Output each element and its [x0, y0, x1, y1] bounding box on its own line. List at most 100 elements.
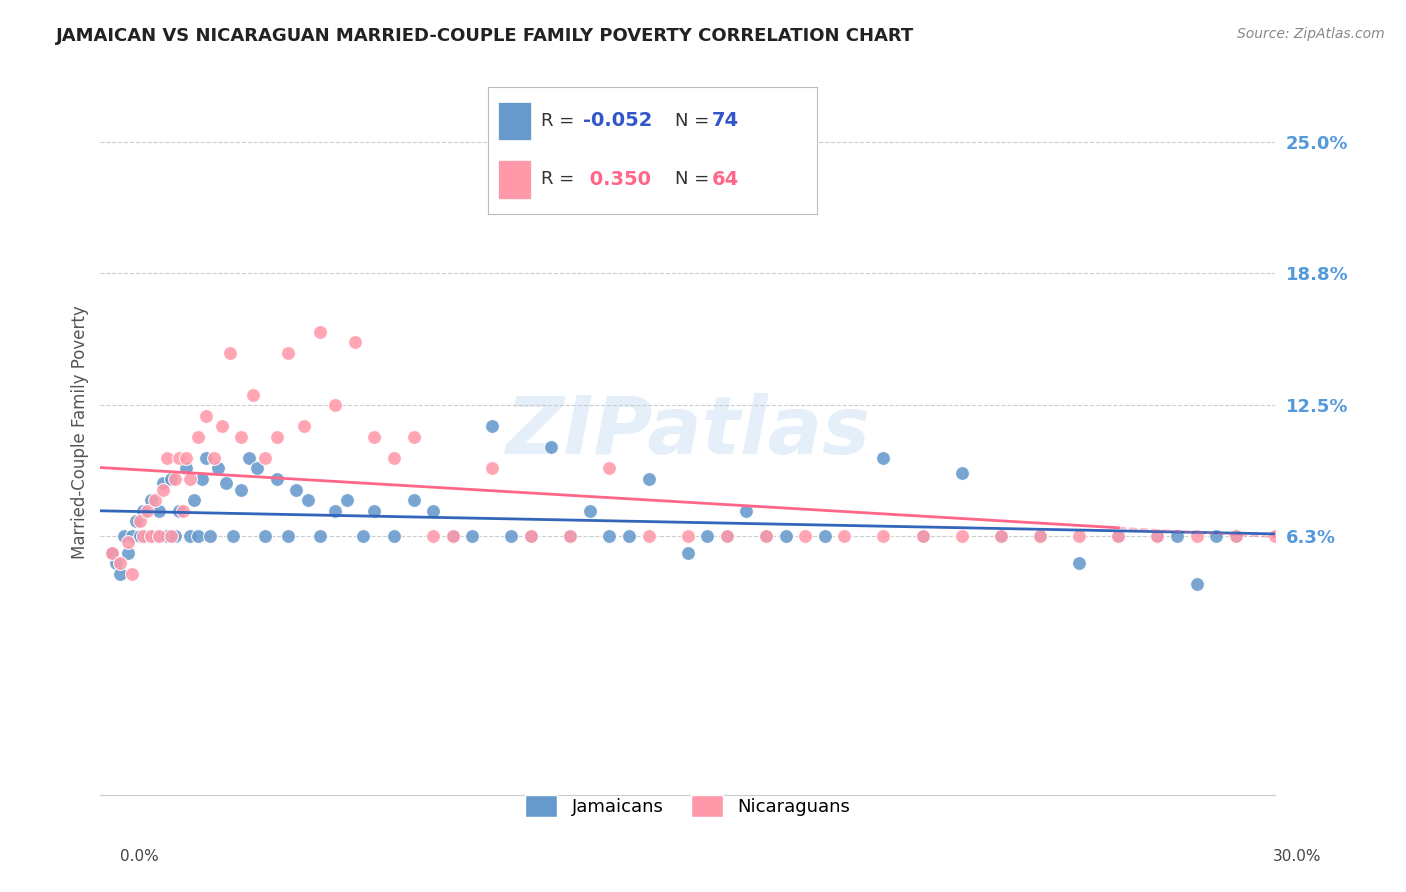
- Point: [101, 546, 124, 560]
- Point: [422, 503, 444, 517]
- Point: [292, 419, 315, 434]
- Point: [1205, 529, 1227, 543]
- Point: [336, 493, 359, 508]
- Point: [191, 472, 214, 486]
- Point: [676, 546, 699, 560]
- Point: [195, 450, 218, 465]
- Point: [297, 493, 319, 508]
- Point: [136, 529, 159, 543]
- Point: [343, 335, 366, 350]
- Point: [775, 529, 797, 543]
- Point: [1107, 529, 1129, 543]
- Point: [207, 461, 229, 475]
- Point: [716, 529, 738, 543]
- Point: [141, 529, 163, 543]
- Point: [637, 472, 659, 486]
- Text: ZIPatlas: ZIPatlas: [505, 392, 870, 471]
- Point: [121, 529, 143, 543]
- Point: [872, 529, 894, 543]
- Text: 30.0%: 30.0%: [1274, 849, 1322, 864]
- Point: [285, 483, 308, 497]
- Point: [1146, 529, 1168, 543]
- Point: [1225, 529, 1247, 543]
- Point: [1069, 556, 1091, 570]
- Point: [277, 529, 299, 543]
- Point: [382, 529, 405, 543]
- Text: 0.0%: 0.0%: [120, 849, 159, 864]
- Point: [402, 430, 425, 444]
- Point: [578, 503, 600, 517]
- Point: [108, 556, 131, 570]
- Point: [832, 529, 855, 543]
- Point: [950, 529, 973, 543]
- Point: [179, 529, 201, 543]
- Point: [121, 566, 143, 581]
- Point: [179, 472, 201, 486]
- Point: [218, 345, 240, 359]
- Point: [402, 493, 425, 508]
- Point: [617, 529, 640, 543]
- Point: [253, 450, 276, 465]
- Point: [242, 388, 264, 402]
- Point: [950, 466, 973, 480]
- Point: [132, 529, 155, 543]
- Point: [124, 514, 146, 528]
- Point: [117, 535, 139, 549]
- Point: [211, 419, 233, 434]
- Point: [872, 450, 894, 465]
- Legend: Jamaicans, Nicaraguans: Jamaicans, Nicaraguans: [516, 786, 859, 826]
- Point: [911, 529, 934, 543]
- Point: [198, 529, 221, 543]
- Point: [253, 529, 276, 543]
- Point: [163, 472, 186, 486]
- Point: [214, 476, 236, 491]
- Point: [990, 529, 1012, 543]
- Point: [560, 529, 582, 543]
- Point: [231, 483, 253, 497]
- Point: [308, 325, 330, 339]
- Point: [156, 450, 179, 465]
- Point: [382, 450, 405, 465]
- Point: [132, 503, 155, 517]
- Point: [1069, 529, 1091, 543]
- Point: [195, 409, 218, 423]
- Point: [187, 430, 209, 444]
- Point: [246, 461, 269, 475]
- Point: [1341, 529, 1364, 543]
- Point: [172, 503, 194, 517]
- Point: [501, 529, 523, 543]
- Text: JAMAICAN VS NICARAGUAN MARRIED-COUPLE FAMILY POVERTY CORRELATION CHART: JAMAICAN VS NICARAGUAN MARRIED-COUPLE FA…: [56, 27, 914, 45]
- Point: [755, 529, 778, 543]
- Point: [183, 493, 205, 508]
- Point: [112, 529, 135, 543]
- Point: [136, 503, 159, 517]
- Point: [167, 450, 190, 465]
- Point: [598, 529, 620, 543]
- Point: [143, 493, 166, 508]
- Point: [481, 461, 503, 475]
- Point: [1107, 529, 1129, 543]
- Point: [716, 529, 738, 543]
- Y-axis label: Married-Couple Family Poverty: Married-Couple Family Poverty: [72, 305, 89, 558]
- Point: [481, 419, 503, 434]
- Point: [1303, 529, 1326, 543]
- Point: [156, 529, 179, 543]
- Point: [814, 529, 837, 543]
- Point: [105, 556, 128, 570]
- Point: [1166, 529, 1188, 543]
- Point: [441, 529, 464, 543]
- Point: [266, 472, 288, 486]
- Point: [323, 503, 346, 517]
- Point: [1185, 529, 1208, 543]
- Point: [676, 529, 699, 543]
- Point: [598, 461, 620, 475]
- Point: [148, 529, 170, 543]
- Point: [1264, 529, 1286, 543]
- Point: [238, 450, 260, 465]
- Point: [323, 398, 346, 412]
- Point: [277, 345, 299, 359]
- Point: [441, 529, 464, 543]
- Point: [520, 529, 543, 543]
- Point: [735, 503, 758, 517]
- Point: [794, 529, 817, 543]
